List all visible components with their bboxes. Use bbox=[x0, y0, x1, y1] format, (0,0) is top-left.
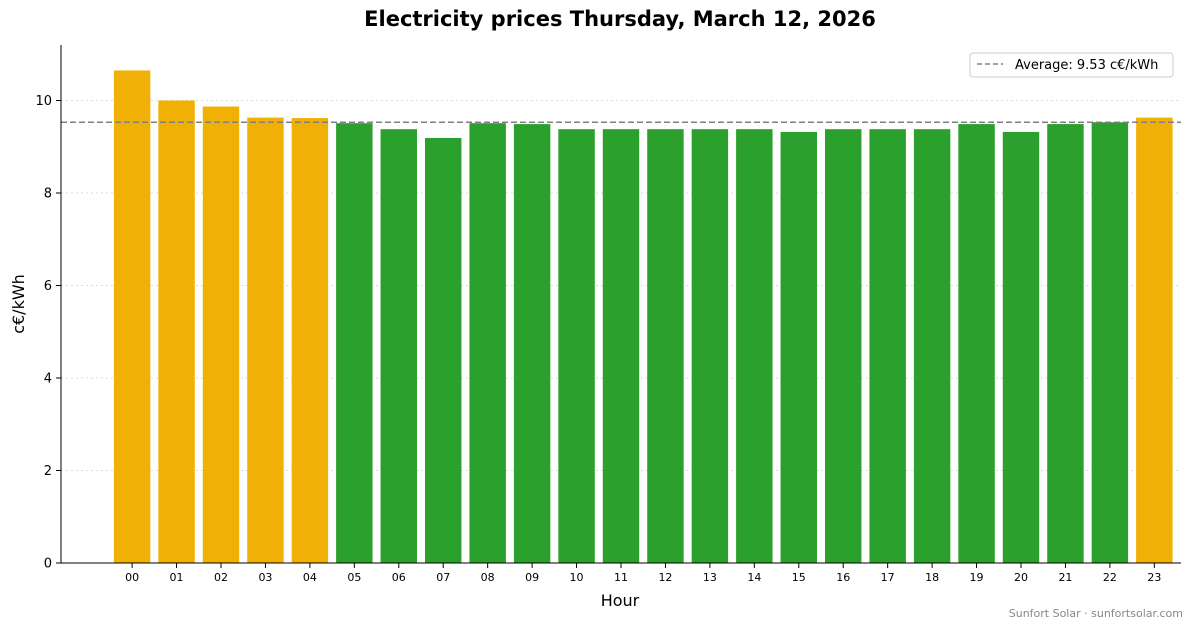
x-tick-label: 23 bbox=[1147, 571, 1161, 584]
bar-15 bbox=[780, 131, 817, 563]
x-ticks: 00 01 02 03 04 05 06 07 08 09 10 11 12 13 14 15 16 17 18 19… bbox=[125, 563, 1161, 584]
x-tick-label: 01 bbox=[170, 571, 184, 584]
x-tick-label: 10 bbox=[570, 571, 584, 584]
x-tick-label: 00 bbox=[125, 571, 139, 584]
bar-02 bbox=[202, 106, 240, 563]
x-tick-label: 18 bbox=[925, 571, 939, 584]
bar-18 bbox=[913, 129, 951, 564]
bar-06 bbox=[380, 129, 417, 564]
x-tick-label: 02 bbox=[214, 571, 228, 584]
bar-12 bbox=[647, 129, 684, 564]
chart-title: Electricity prices Thursday, March 12, 2… bbox=[364, 7, 876, 31]
bar-19 bbox=[958, 124, 995, 564]
y-ticks: 0 2 4 6 8 10 bbox=[35, 94, 61, 572]
bar-07 bbox=[425, 137, 462, 563]
bar-14 bbox=[736, 129, 773, 564]
x-tick-label: 09 bbox=[525, 571, 539, 584]
bar-01 bbox=[158, 100, 195, 563]
x-tick-label: 07 bbox=[436, 571, 450, 584]
x-tick-label: 17 bbox=[881, 571, 895, 584]
x-tick-label: 12 bbox=[658, 571, 672, 584]
legend-average-label: Average: 9.53 c€/kWh bbox=[1015, 58, 1158, 73]
x-axis-label: Hour bbox=[601, 591, 640, 610]
bar-10 bbox=[558, 129, 595, 564]
bar-03 bbox=[247, 117, 284, 564]
bar-09 bbox=[513, 124, 551, 564]
bar-13 bbox=[691, 129, 729, 564]
y-tick-label: 6 bbox=[44, 279, 52, 294]
x-tick-label: 14 bbox=[747, 571, 761, 584]
bar-08 bbox=[469, 123, 506, 563]
y-axis-label: c€/kWh bbox=[9, 274, 28, 334]
x-tick-label: 13 bbox=[703, 571, 717, 584]
x-tick-label: 16 bbox=[836, 571, 850, 584]
x-tick-label: 19 bbox=[970, 571, 984, 584]
bar-23 bbox=[1136, 117, 1173, 564]
x-tick-label: 05 bbox=[347, 571, 361, 584]
bars bbox=[113, 70, 1173, 564]
x-tick-label: 04 bbox=[303, 571, 317, 584]
y-tick-label: 10 bbox=[35, 94, 52, 109]
x-tick-label: 22 bbox=[1103, 571, 1117, 584]
bar-11 bbox=[602, 129, 640, 564]
y-tick-label: 2 bbox=[44, 464, 52, 479]
bar-17 bbox=[869, 129, 906, 564]
footer-credit: Sunfort Solar · sunfortsolar.com bbox=[1008, 607, 1183, 620]
x-tick-label: 11 bbox=[614, 571, 628, 584]
x-tick-label: 15 bbox=[792, 571, 806, 584]
bar-16 bbox=[825, 129, 862, 564]
y-tick-label: 8 bbox=[44, 187, 52, 202]
legend-box bbox=[969, 52, 1174, 78]
y-tick-label: 4 bbox=[44, 372, 52, 387]
x-tick-label: 08 bbox=[481, 571, 495, 584]
x-tick-label: 03 bbox=[258, 571, 272, 584]
y-tick-label: 0 bbox=[44, 557, 52, 572]
bar-22 bbox=[1091, 122, 1129, 564]
x-tick-label: 20 bbox=[1014, 571, 1028, 584]
x-tick-label: 06 bbox=[392, 571, 406, 584]
x-tick-label: 21 bbox=[1058, 571, 1072, 584]
bar-20 bbox=[1002, 131, 1040, 563]
bar-05 bbox=[336, 123, 373, 563]
bar-04 bbox=[291, 118, 329, 563]
bar-00 bbox=[113, 70, 151, 563]
legend: Average: 9.53 c€/kWh bbox=[969, 52, 1174, 78]
bar-21 bbox=[1047, 124, 1084, 564]
